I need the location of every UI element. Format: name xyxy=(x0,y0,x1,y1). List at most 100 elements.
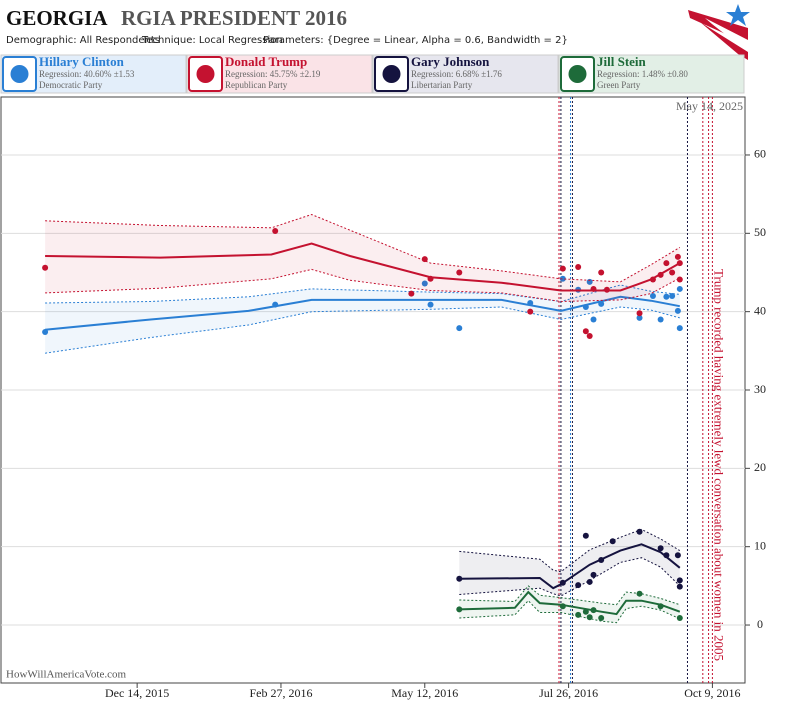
poll-point xyxy=(669,292,676,299)
poll-point xyxy=(586,278,593,285)
poll-point xyxy=(676,285,683,292)
poll-point xyxy=(676,583,683,590)
poll-point xyxy=(598,557,605,564)
logo xyxy=(688,4,750,60)
poll-point xyxy=(421,280,428,287)
y-tick-label: 0 xyxy=(757,617,763,631)
poll-point xyxy=(586,578,593,585)
poll-point xyxy=(586,332,593,339)
legend-icon-glyph xyxy=(568,65,587,83)
poll-point xyxy=(657,603,664,610)
poll-point xyxy=(590,571,597,578)
y-tick-label: 20 xyxy=(754,460,766,474)
trend-line xyxy=(45,295,680,331)
band-edge xyxy=(45,268,681,303)
poll-point xyxy=(636,590,643,597)
chart-title-state: GEORGIA xyxy=(6,6,108,30)
poll-point xyxy=(527,300,534,307)
poll-point xyxy=(527,308,534,315)
legend-party: Libertarian Party xyxy=(411,80,473,90)
poll-point xyxy=(598,300,605,307)
subtitle: Demographic: All Respondents xyxy=(6,35,160,46)
poll-point xyxy=(456,575,463,582)
source: HowWillAmericaVote.com xyxy=(6,669,126,681)
x-tick-label: Dec 14, 2015 xyxy=(105,686,169,700)
poll-point xyxy=(674,253,681,260)
poll-point xyxy=(272,227,279,234)
poll-point xyxy=(657,271,664,278)
poll-point xyxy=(663,293,670,300)
poll-point xyxy=(676,325,683,332)
subtitle: Parameters: {Degree = Linear, Alpha = 0.… xyxy=(263,35,568,46)
y-tick-label: 40 xyxy=(754,303,766,317)
legend-icon-glyph xyxy=(10,65,29,83)
poll-point xyxy=(636,314,643,321)
legend-regression: Regression: 40.60% ±1.53 xyxy=(39,69,135,79)
x-tick-label: May 12, 2016 xyxy=(391,686,458,700)
y-tick-label: 10 xyxy=(754,538,766,552)
subtitle: Technique: Local Regression xyxy=(141,35,283,46)
poll-point xyxy=(649,292,656,299)
poll-point xyxy=(676,260,683,267)
band-edge xyxy=(45,213,681,283)
band-edge xyxy=(459,599,681,624)
trend-line xyxy=(459,543,681,590)
legend-regression: Regression: 1.48% ±0.80 xyxy=(597,69,688,79)
poll-point xyxy=(582,532,589,539)
event-annotation: Trump recorded having extremely lewd con… xyxy=(712,269,727,661)
legend-regression: Regression: 45.75% ±2.19 xyxy=(225,69,321,79)
poll-point xyxy=(676,577,683,584)
poll-point xyxy=(674,307,681,314)
poll-point xyxy=(582,328,589,335)
poll-point xyxy=(408,290,415,297)
poll-point xyxy=(582,608,589,615)
poll-point xyxy=(559,579,566,586)
band-edge xyxy=(45,284,680,304)
legend-party: Republican Party xyxy=(225,80,288,90)
legend-name: Jill Stein xyxy=(597,54,647,69)
poll-point xyxy=(636,528,643,535)
poll-point xyxy=(456,269,463,276)
poll-point xyxy=(676,614,683,621)
x-tick-label: Feb 27, 2016 xyxy=(249,686,312,700)
y-tick-label: 50 xyxy=(754,225,766,239)
poll-point xyxy=(427,301,434,308)
poll-point xyxy=(582,303,589,310)
x-tick-label: Jul 26, 2016 xyxy=(539,686,598,700)
legend-icon-glyph xyxy=(196,65,215,83)
poll-point xyxy=(575,264,582,271)
trend-line xyxy=(459,590,681,616)
poll-point xyxy=(590,316,597,323)
poll-point xyxy=(676,276,683,283)
poll-point xyxy=(674,552,681,559)
poll-point xyxy=(657,316,664,323)
band-edge xyxy=(459,585,680,606)
poll-point xyxy=(427,275,434,282)
poll-point xyxy=(586,614,593,621)
poll-point xyxy=(42,264,49,271)
poll-point xyxy=(272,301,279,308)
poll-point xyxy=(559,275,566,282)
y-tick-label: 30 xyxy=(754,382,766,396)
poll-point xyxy=(649,276,656,283)
poll-point xyxy=(657,545,664,552)
poll-point xyxy=(421,256,428,263)
poll-point xyxy=(669,269,676,276)
legend-icon-glyph xyxy=(382,65,401,83)
poll-point xyxy=(456,325,463,332)
band-edge xyxy=(459,528,681,573)
confidence-band xyxy=(459,529,680,596)
poll-point xyxy=(590,285,597,292)
date-stamp: May 14, 2025 xyxy=(676,99,743,113)
legend-regression: Regression: 6.68% ±1.76 xyxy=(411,69,502,79)
poll-point xyxy=(575,582,582,589)
legend-party: Green Party xyxy=(597,80,641,90)
y-tick-label: 60 xyxy=(754,147,766,161)
x-tick-label: Oct 9, 2016 xyxy=(684,686,740,700)
